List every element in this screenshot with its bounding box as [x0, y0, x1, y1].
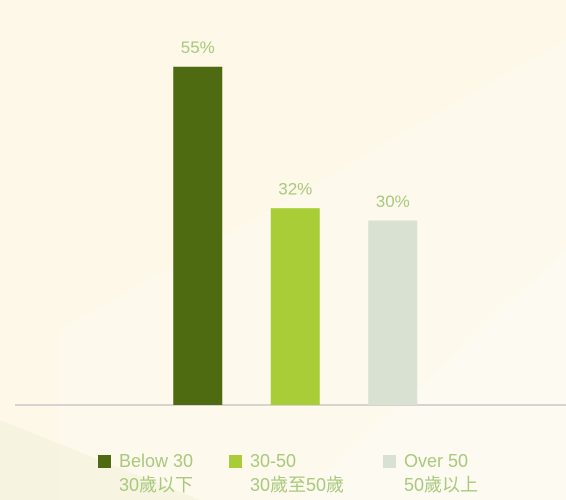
legend-swatch — [98, 455, 111, 468]
bar — [173, 66, 223, 405]
value-label: 32% — [278, 180, 312, 199]
legend-label: 30-50 — [250, 451, 296, 471]
legend-swatch — [383, 455, 396, 468]
legend-label: 50歲以上 — [404, 475, 478, 495]
value-label: 55% — [181, 38, 215, 57]
bar — [270, 208, 320, 405]
background-shape — [300, 250, 566, 500]
legend-label: Below 30 — [119, 451, 193, 471]
legend-label: Over 50 — [404, 451, 468, 471]
bar — [368, 220, 418, 405]
value-label: 30% — [376, 192, 410, 211]
legend-swatch — [229, 455, 242, 468]
legend-label: 30歲以下 — [119, 475, 193, 495]
legend-label: 30歲至50歲 — [250, 475, 344, 495]
